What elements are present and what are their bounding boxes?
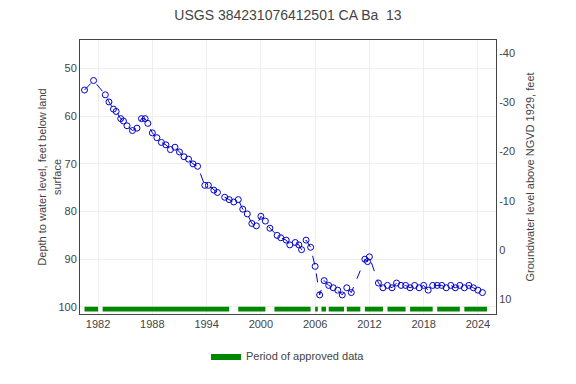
- svg-text:-40: -40: [499, 47, 515, 59]
- svg-text:Groundwater level above NGVD 1: Groundwater level above NGVD 1929, feet: [524, 72, 536, 281]
- svg-text:2000: 2000: [249, 318, 273, 330]
- svg-text:Depth to water level, feet bel: Depth to water level, feet below landsur…: [36, 88, 62, 265]
- svg-text:2024: 2024: [466, 318, 490, 330]
- svg-text:2018: 2018: [411, 318, 435, 330]
- svg-text:2012: 2012: [357, 318, 381, 330]
- svg-text:USGS 384231076412501 CA Ba 13: USGS 384231076412501 CA Ba 13: [174, 7, 402, 23]
- svg-text:70: 70: [65, 158, 77, 170]
- svg-text:10: 10: [499, 293, 511, 305]
- svg-text:1994: 1994: [194, 318, 218, 330]
- svg-text:-20: -20: [499, 145, 515, 157]
- svg-text:-30: -30: [499, 96, 515, 108]
- svg-text:50: 50: [65, 62, 77, 74]
- svg-text:1982: 1982: [86, 318, 110, 330]
- svg-text:0: 0: [499, 244, 505, 256]
- svg-text:-10: -10: [499, 195, 515, 207]
- svg-text:100: 100: [58, 301, 76, 313]
- svg-text:60: 60: [65, 110, 77, 122]
- svg-text:90: 90: [65, 253, 77, 265]
- svg-text:80: 80: [65, 205, 77, 217]
- svg-text:2006: 2006: [303, 318, 327, 330]
- svg-text:1988: 1988: [140, 318, 164, 330]
- svg-text:Period of approved data: Period of approved data: [246, 350, 364, 362]
